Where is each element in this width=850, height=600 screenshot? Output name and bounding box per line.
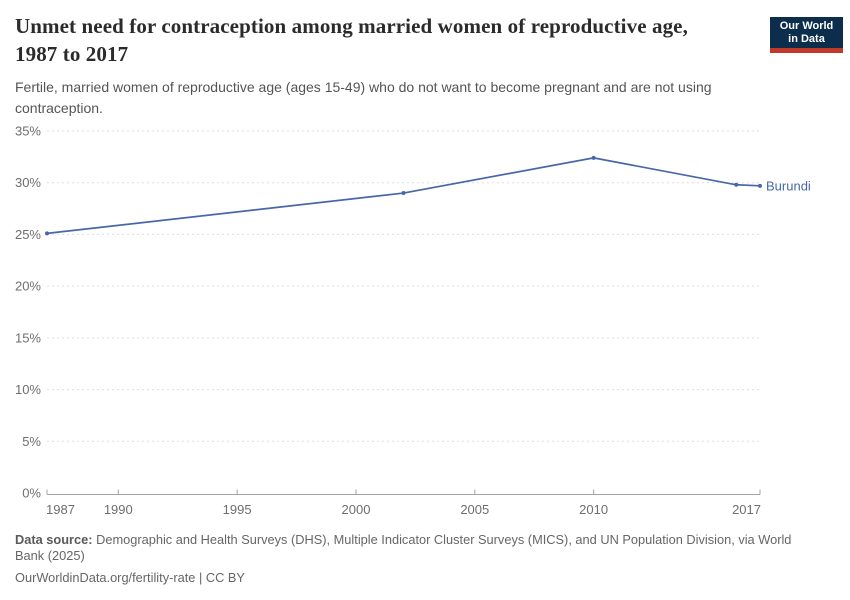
x-tick-label: 1995: [223, 502, 252, 517]
series-line[interactable]: [46, 157, 761, 235]
x-tick-label: 2000: [342, 502, 371, 517]
y-tick-label: 25%: [15, 227, 41, 242]
owid-logo-line1: Our World: [779, 20, 834, 32]
series-entity-label[interactable]: Burundi: [766, 178, 811, 193]
data-point-marker[interactable]: [591, 155, 596, 160]
data-source-text: Demographic and Health Surveys (DHS), Mu…: [15, 532, 792, 563]
y-tick-label: 30%: [15, 175, 41, 190]
x-tick-label: 1987: [46, 502, 75, 517]
data-point-marker[interactable]: [45, 231, 49, 236]
data-point-marker[interactable]: [401, 191, 406, 196]
x-tick-label: 2005: [460, 502, 489, 517]
data-point-marker[interactable]: [734, 182, 739, 187]
chart-subtitle: Fertile, married women of reproductive a…: [15, 79, 712, 116]
y-tick-label: 10%: [15, 382, 41, 397]
chart-header: Unmet need for contraception among marri…: [15, 12, 835, 119]
y-tick-label: 0%: [22, 486, 41, 501]
data-source-note: Data source: Demographic and Health Surv…: [15, 532, 795, 563]
x-tick-label: 2010: [579, 502, 608, 517]
data-source-label: Data source:: [15, 532, 93, 547]
owid-logo-line2: in Data: [788, 33, 825, 45]
y-tick-label: 20%: [15, 279, 41, 294]
chart-footer: Data source: Demographic and Health Surv…: [15, 532, 815, 586]
data-point-marker[interactable]: [758, 183, 762, 188]
x-tick-label: 2017: [732, 502, 761, 517]
x-tick-label: 1990: [104, 502, 133, 517]
owid-logo: Our World in Data: [770, 17, 843, 53]
y-tick-label: 35%: [15, 124, 41, 139]
line-chart: 0% 5% 10% 15% 20% 25% 30% 35% 1987 1990 1995 2000 20…: [15, 124, 811, 518]
citation-line: OurWorldinData.org/fertility-rate | CC B…: [15, 570, 245, 585]
y-tick-label: 15%: [15, 330, 41, 345]
y-tick-label: 5%: [22, 434, 41, 449]
chart-title: Unmet need for contraception among marri…: [15, 14, 688, 66]
